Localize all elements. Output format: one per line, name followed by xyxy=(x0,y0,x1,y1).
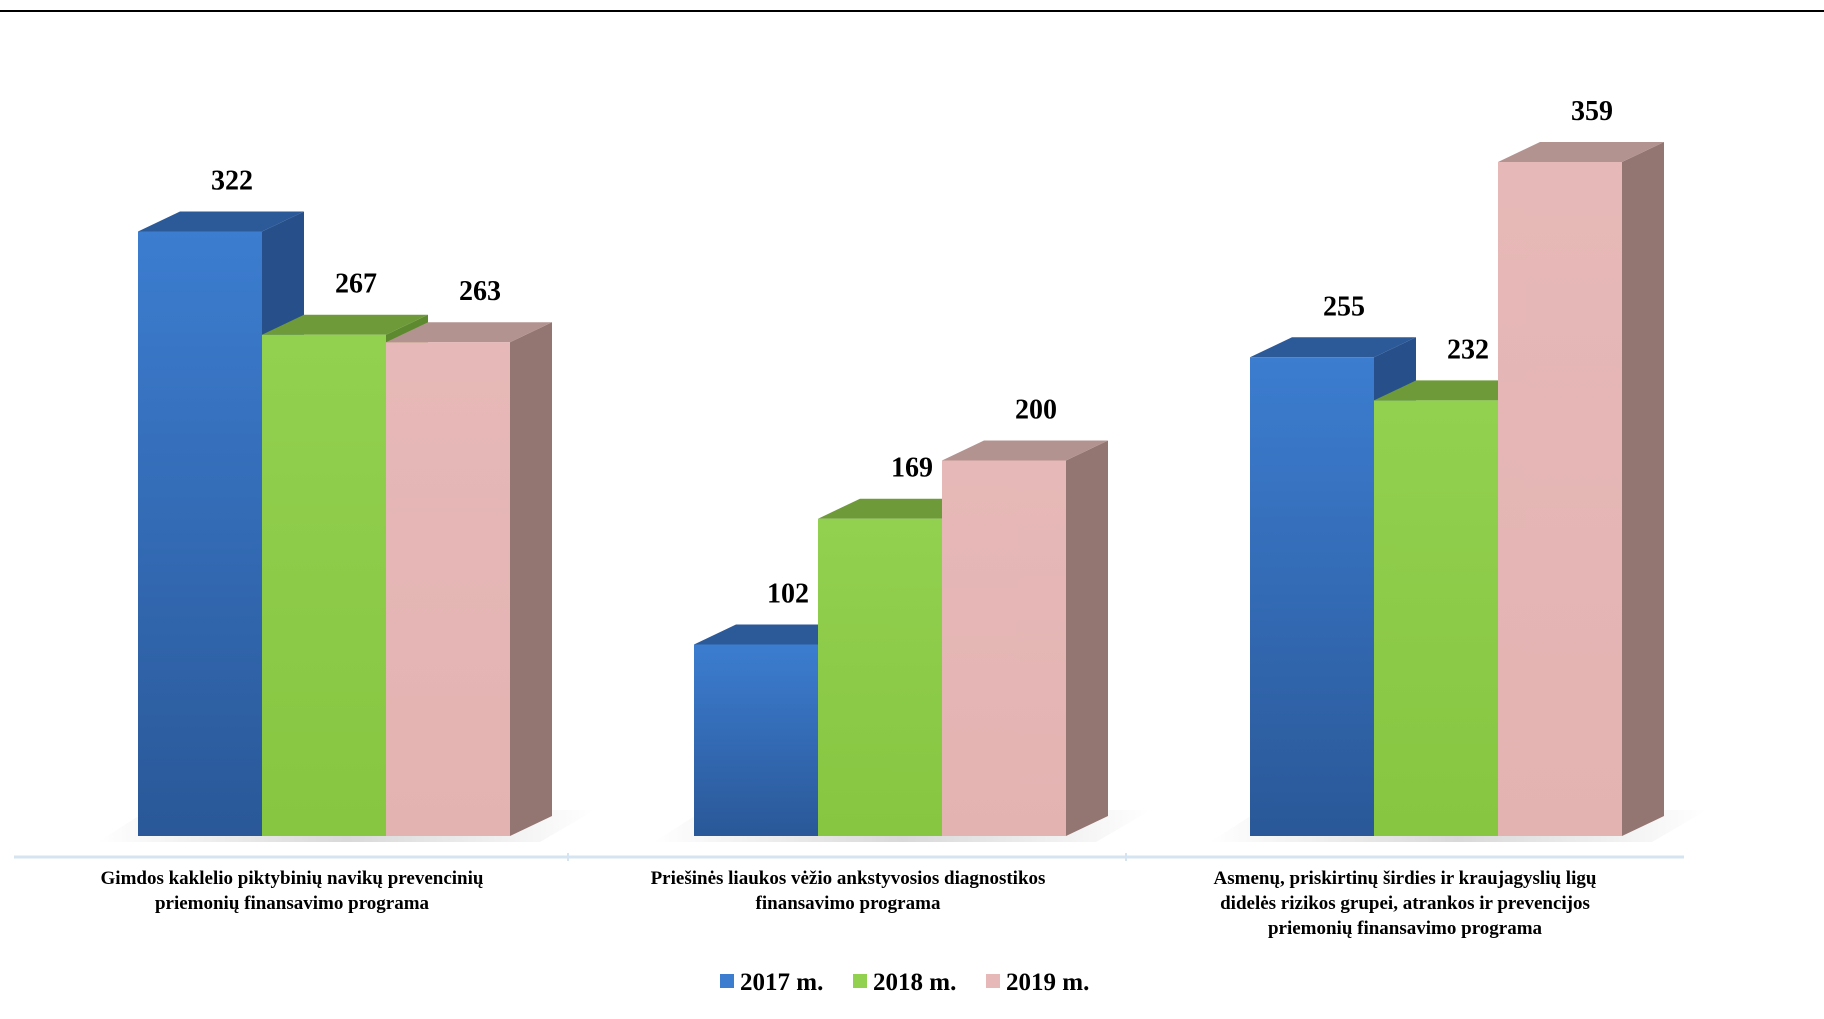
bar xyxy=(386,322,552,836)
data-label: 102 xyxy=(767,579,809,610)
category-label: Priešinės liaukos vėžio ankstyvosios dia… xyxy=(651,868,1046,889)
bar-side xyxy=(1066,440,1108,836)
legend-label: 2017 m. xyxy=(740,969,823,996)
category-label: didelės rizikos grupei, atrankos ir prev… xyxy=(1220,893,1590,914)
bar-front xyxy=(138,231,262,836)
legend-swatch xyxy=(986,974,1000,988)
data-label: 200 xyxy=(1015,395,1057,426)
data-label: 322 xyxy=(211,165,253,196)
bar xyxy=(1498,142,1664,836)
data-label: 359 xyxy=(1571,96,1613,127)
category-label: priemonių finansavimo programa xyxy=(1268,918,1543,939)
data-label: 255 xyxy=(1323,291,1365,322)
legend-swatch xyxy=(853,974,867,988)
bar-front xyxy=(1498,162,1622,836)
bar-top xyxy=(386,322,552,343)
bar-top xyxy=(942,440,1108,461)
category-label: finansavimo programa xyxy=(756,893,941,914)
bar-front xyxy=(1374,400,1498,836)
bar-top xyxy=(1498,142,1664,162)
data-label: 267 xyxy=(335,269,377,300)
bar-front xyxy=(386,342,510,836)
bar-side xyxy=(510,322,552,836)
category-label: priemonių finansavimo programa xyxy=(155,893,430,914)
bar-front xyxy=(262,334,386,836)
legend-item: 2017 m. xyxy=(720,969,823,996)
legend-item: 2018 m. xyxy=(853,969,956,996)
legend-swatch xyxy=(720,974,734,988)
legend-item: 2019 m. xyxy=(986,969,1089,996)
bar-front xyxy=(942,460,1066,836)
legend-label: 2019 m. xyxy=(1006,969,1089,996)
bar-top xyxy=(262,314,428,335)
bar-front xyxy=(694,644,818,836)
data-label: 232 xyxy=(1447,334,1489,365)
bar-side xyxy=(1622,142,1664,836)
data-label: 263 xyxy=(459,276,501,307)
bar-top xyxy=(138,211,304,232)
legend-label: 2018 m. xyxy=(873,969,956,996)
bar-top xyxy=(1250,337,1416,358)
data-label: 169 xyxy=(891,453,933,484)
bar-front xyxy=(818,518,942,836)
category-label: Asmenų, priskirtinų širdies ir kraujagys… xyxy=(1214,868,1597,889)
category-label: Gimdos kaklelio piktybinių navikų preven… xyxy=(101,868,484,889)
bar xyxy=(942,440,1108,836)
bar-front xyxy=(1250,357,1374,836)
